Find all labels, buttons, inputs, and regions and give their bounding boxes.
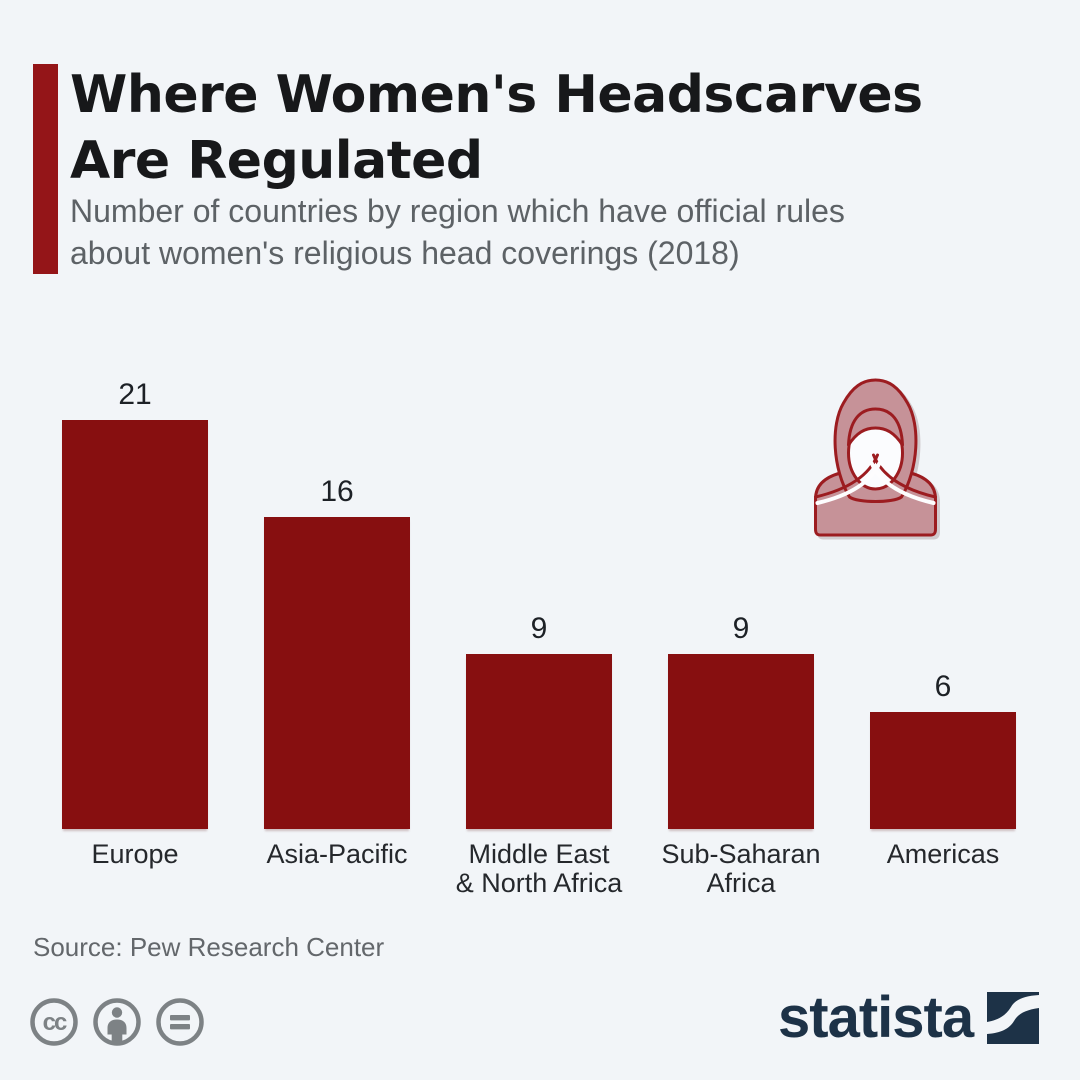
bar-europe [62, 420, 208, 829]
bar-value-sub-saharan-africa: 9 [732, 612, 750, 645]
page-title: Where Women's Headscarves Are Regulated [70, 65, 923, 191]
category-label-europe: Europe [91, 839, 179, 869]
title-accent-bar [33, 64, 58, 274]
cc-glyph: cc [43, 1009, 67, 1036]
source-note: Source: Pew Research Center [33, 932, 385, 962]
category-label-middle-east-north-africa: Middle East & North Africa [455, 839, 623, 898]
forehead-band [847, 407, 904, 447]
bar-value-middle-east-north-africa: 9 [530, 612, 548, 645]
person-body [107, 1019, 127, 1042]
statista-wordmark: statista [778, 985, 974, 1050]
page-subtitle: Number of countries by region which have… [70, 193, 845, 271]
attribution-person-icon[interactable] [91, 996, 143, 1048]
bar-americas [870, 712, 1016, 829]
category-label-americas: Americas [886, 839, 1000, 869]
equals-top-bar [170, 1015, 190, 1021]
bar-middle-east-north-africa [466, 654, 612, 829]
bar-value-asia-pacific: 16 [320, 475, 354, 508]
scarf-highlight-right [869, 461, 936, 505]
category-label-sub-saharan-africa: Sub-Saharan Africa [661, 839, 821, 898]
statista-logo[interactable]: statista [778, 985, 1040, 1050]
swoosh [987, 995, 1040, 1034]
license-icons: cc [28, 996, 206, 1048]
bar-value-americas: 6 [934, 670, 952, 703]
no-derivatives-equals-icon[interactable] [154, 996, 206, 1048]
statista-swoosh-square-icon [987, 992, 1040, 1044]
scarf-highlight-left [815, 461, 882, 505]
bar-sub-saharan-africa [668, 654, 814, 829]
person-head [111, 1007, 123, 1018]
creative-commons-icon[interactable]: cc [28, 996, 80, 1048]
bar-asia-pacific [264, 517, 410, 829]
bar-value-europe: 21 [118, 378, 152, 411]
scarf-fold-right [872, 453, 937, 499]
category-label-asia-pacific: Asia-Pacific [266, 839, 408, 869]
woman-in-hijab-icon [814, 378, 937, 537]
equals-bottom-bar [170, 1024, 190, 1030]
